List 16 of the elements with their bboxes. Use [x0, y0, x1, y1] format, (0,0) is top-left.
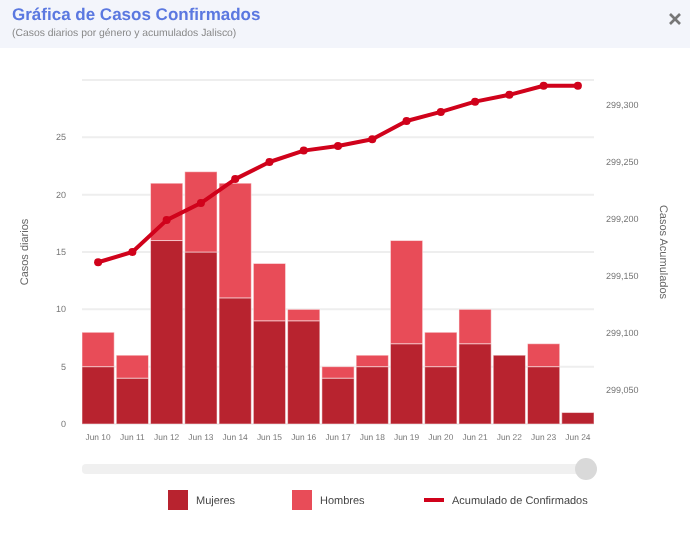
point: [334, 142, 342, 151]
point: [539, 81, 548, 90]
point: [368, 135, 377, 144]
point: [265, 158, 274, 167]
point: [196, 199, 205, 208]
chart-title: Gráfica de Casos Confirmados: [12, 4, 261, 24]
point: [94, 258, 103, 267]
point: [231, 175, 240, 184]
point: [505, 90, 514, 99]
point: [128, 248, 137, 256]
point: [299, 146, 308, 155]
point: [436, 107, 445, 116]
point: [573, 81, 582, 90]
point: [402, 117, 411, 126]
point: [162, 216, 171, 225]
point: [471, 97, 480, 106]
